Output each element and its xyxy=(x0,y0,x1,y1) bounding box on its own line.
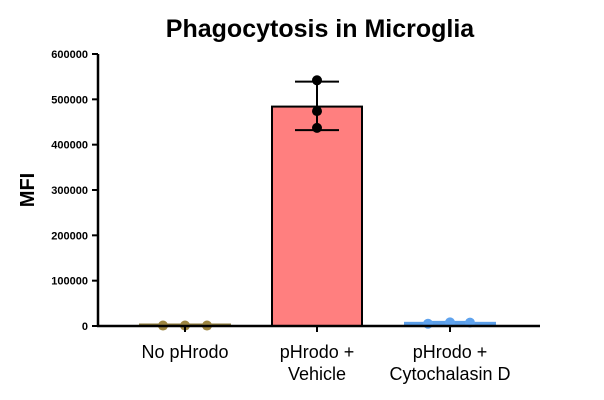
y-tick-label: 200000 xyxy=(51,230,88,242)
x-tick-label: Cytochalasin D xyxy=(389,364,510,384)
data-point xyxy=(312,106,322,117)
x-tick-label: Vehicle xyxy=(288,364,346,384)
x-tick-label: pHrodo + xyxy=(280,342,355,362)
x-tick-label: No pHrodo xyxy=(141,342,228,362)
x-tick-label: pHrodo + xyxy=(413,342,488,362)
chart-title: Phagocytosis in Microglia xyxy=(166,15,475,43)
plot-area: 0 100000 200000 300000 400000 500000 600000 No … xyxy=(51,49,540,384)
y-tick-label: 400000 xyxy=(51,140,88,152)
y-tick-label: 600000 xyxy=(51,49,88,61)
bar-2 xyxy=(271,105,363,327)
data-point xyxy=(312,122,322,133)
y-tick-label: 500000 xyxy=(51,94,88,106)
data-point xyxy=(312,75,322,86)
y-tick-label: 0 xyxy=(82,321,88,333)
y-tick-label: 100000 xyxy=(51,276,88,288)
y-tick-label: 300000 xyxy=(51,185,88,197)
y-axis-label: MFI xyxy=(17,173,39,207)
